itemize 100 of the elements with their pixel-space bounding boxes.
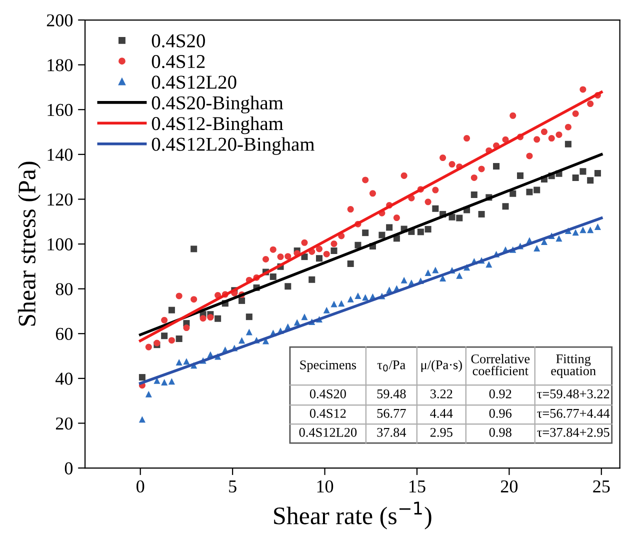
x-tick-label: 25 (593, 480, 610, 493)
point (448, 214, 456, 220)
point (424, 269, 432, 276)
point (556, 235, 562, 242)
point (347, 206, 354, 213)
point (190, 246, 198, 252)
point (580, 86, 586, 93)
point (594, 170, 601, 176)
point (594, 224, 601, 230)
annotation: 0.4S20 (310, 389, 346, 398)
point (262, 256, 270, 263)
point (440, 154, 446, 162)
point (448, 161, 456, 168)
point (308, 276, 316, 283)
annotation: τ$_{0}$/Pa (377, 360, 406, 372)
x-axis-title: Shear rate (s$^{−1}$) (274, 502, 432, 530)
point (323, 250, 330, 258)
legend-label: 0.4S20 (152, 34, 205, 48)
point (354, 292, 362, 300)
legend-label: 0.4S12-Bingham (152, 116, 284, 134)
legend-label: 0.4S12L20 (152, 76, 236, 89)
point (587, 177, 594, 184)
y-tick-label: 180 (48, 59, 73, 72)
point (424, 226, 432, 232)
point (540, 128, 548, 136)
point (540, 238, 548, 246)
legend-label: 0.4S20-Bingham (152, 96, 284, 114)
point (168, 337, 175, 344)
point (246, 314, 252, 320)
point (168, 306, 175, 314)
point (502, 203, 509, 210)
annotation: 0.4S12 (310, 408, 346, 418)
annotation: 2.95 (430, 428, 452, 437)
point (138, 374, 146, 381)
point (424, 198, 432, 206)
point (323, 306, 330, 314)
y-tick-label: 160 (48, 104, 73, 116)
annotation: τ=56.77+4.44 (537, 408, 610, 418)
point (432, 186, 439, 194)
point (464, 135, 470, 142)
point (432, 205, 439, 212)
point (548, 135, 555, 142)
annotation: 37.84 (377, 428, 406, 437)
point (486, 261, 492, 268)
annotation: 56.77 (377, 408, 406, 418)
point (564, 140, 572, 148)
point (330, 300, 338, 308)
y-tick-label: 80 (56, 283, 73, 296)
point (284, 253, 292, 260)
annotation: 4.44 (430, 409, 453, 418)
point (238, 337, 246, 344)
y-tick-label: 40 (56, 372, 73, 385)
point (161, 332, 168, 340)
point (338, 300, 345, 307)
annotation: Fitting equation (551, 354, 596, 378)
annotation: τ=37.84+2.95 (537, 428, 610, 437)
annotation: 0.98 (489, 428, 512, 437)
point (145, 390, 152, 398)
annotation: 59.48 (377, 389, 406, 398)
point (183, 324, 190, 332)
point (369, 190, 376, 197)
point (510, 190, 516, 197)
point (580, 168, 586, 175)
point (176, 336, 182, 342)
point (176, 359, 182, 366)
point (347, 260, 354, 267)
annotation: 0.4S12L20 (299, 428, 357, 437)
y-tick-label: 20 (56, 417, 73, 430)
point (478, 166, 485, 172)
point (138, 416, 146, 423)
point (470, 174, 478, 181)
x-tick-label: 20 (500, 480, 518, 493)
point (400, 276, 408, 284)
point (284, 283, 292, 290)
point (214, 315, 222, 322)
x-tick-label: 5 (229, 480, 236, 493)
point (386, 224, 393, 231)
point (362, 176, 369, 184)
annotation: 3.22 (430, 389, 452, 398)
point (526, 152, 533, 160)
point (362, 230, 369, 236)
point (190, 296, 198, 303)
point (207, 314, 214, 321)
point (238, 297, 246, 304)
point (270, 273, 276, 280)
point (587, 226, 594, 234)
point (556, 131, 562, 138)
annotation: Specimens (300, 360, 356, 372)
annotation: μ/(Pa·s) (421, 360, 462, 372)
point (417, 228, 424, 236)
point (478, 210, 485, 218)
x-tick-label: 0 (136, 480, 144, 493)
point (456, 272, 463, 279)
point (378, 232, 386, 238)
legend-label: 0.4S12L20-Bingham (152, 137, 314, 155)
y-tick-label: 120 (48, 193, 73, 206)
point (168, 378, 175, 385)
point (354, 242, 362, 248)
y-tick-label: 200 (46, 14, 73, 26)
annotation: 0.92 (489, 389, 512, 398)
